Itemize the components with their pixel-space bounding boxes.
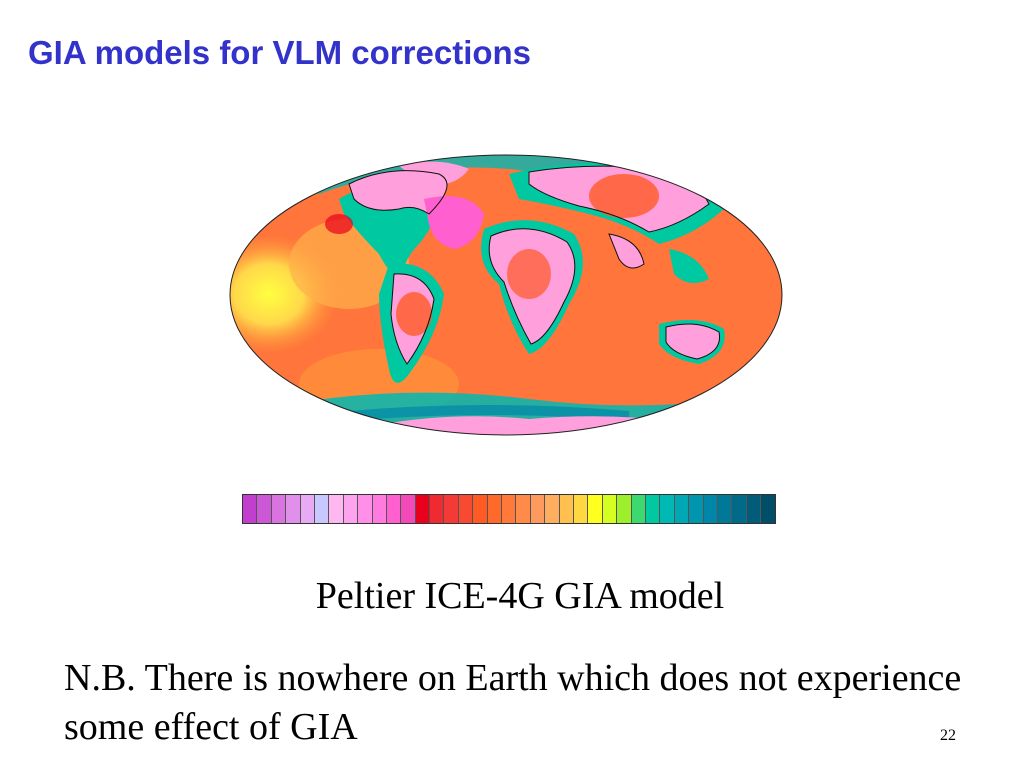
colorbar-swatch — [372, 495, 387, 523]
colorbar-swatch — [314, 495, 330, 523]
colorbar-swatch — [660, 495, 675, 523]
gia-map-svg — [229, 154, 783, 436]
colorbar-swatch — [358, 495, 373, 523]
colorbar-swatch — [631, 495, 646, 523]
colorbar-swatch — [703, 495, 718, 523]
colorbar-swatch — [674, 495, 690, 523]
north-america-teal — [339, 185, 435, 284]
colorbar-swatch — [602, 495, 618, 523]
colorbar-swatch — [516, 495, 531, 523]
colorbar-swatch — [559, 495, 574, 523]
colorbar-swatch — [502, 495, 517, 523]
colorbar-swatch — [545, 495, 560, 523]
map-caption: Peltier ICE-4G GIA model — [315, 575, 725, 617]
colorbar-swatch — [444, 495, 459, 523]
colorbar-swatch — [329, 495, 344, 523]
colorbar-swatch — [761, 495, 776, 523]
page-number: 22 — [940, 727, 956, 744]
note-text: N.B. There is nowhere on Earth which doe… — [64, 657, 962, 748]
colorbar-swatch — [588, 495, 603, 523]
colorbar-swatch — [271, 495, 287, 523]
colorbar-swatch — [415, 495, 431, 523]
hudson-pink — [424, 196, 484, 249]
colorbar-swatch — [430, 495, 445, 523]
colorbar-swatch — [717, 495, 733, 523]
colorbar-swatch — [689, 495, 704, 523]
colorbar-swatch — [746, 495, 762, 523]
australia-land — [666, 323, 720, 359]
color-scale-bar — [242, 494, 777, 524]
colorbar-swatch — [487, 495, 503, 523]
colorbar-swatch — [286, 495, 301, 523]
colorbar-swatch — [732, 495, 747, 523]
colorbar-swatch — [401, 495, 416, 523]
colorbar-swatch — [243, 495, 258, 523]
colorbar-swatch — [645, 495, 661, 523]
colorbar-swatch — [257, 495, 272, 523]
colorbar-swatch — [573, 495, 589, 523]
colorbar-swatch — [473, 495, 488, 523]
colorbar-swatch — [343, 495, 359, 523]
colorbar-swatch — [617, 495, 632, 523]
slide-title: GIA models for VLM corrections — [28, 34, 532, 71]
gia-world-map — [229, 154, 783, 436]
colorbar-swatch — [300, 495, 315, 523]
colorbar-swatch — [458, 495, 474, 523]
colorbar-swatch — [386, 495, 402, 523]
colorbar-swatch — [530, 495, 546, 523]
